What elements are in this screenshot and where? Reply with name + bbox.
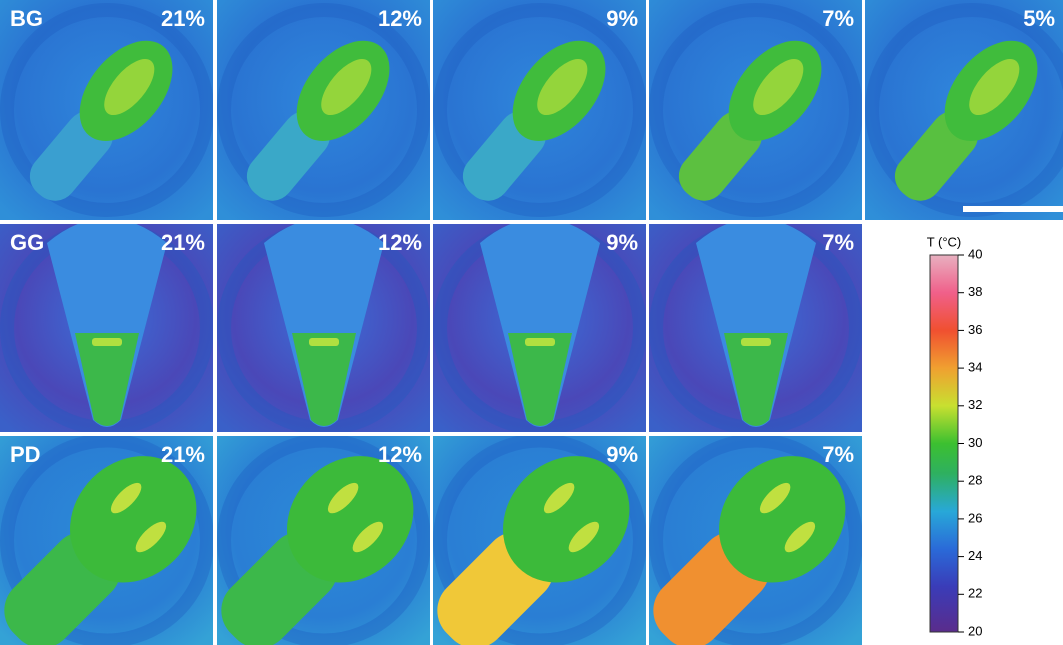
colorbar (930, 255, 958, 632)
tick-label: 28 (968, 473, 982, 488)
panel-label: 7% (822, 230, 854, 255)
tick-label: 34 (968, 360, 982, 375)
panel-label: 12% (378, 442, 422, 467)
panel-label: 21% (161, 6, 205, 31)
tick-label: 20 (968, 623, 982, 638)
tick-label: 24 (968, 548, 982, 563)
panel: 7% (625, 430, 872, 645)
tick-label: 40 (968, 246, 982, 261)
row-label: BG (10, 6, 43, 31)
panel: 7% (649, 0, 862, 220)
colorbar-ticks: 20 22 24 26 28 30 32 34 36 38 40 (958, 246, 982, 638)
panel: GG 21% (0, 218, 213, 432)
tick-label: 26 (968, 510, 982, 525)
panel: 12% (217, 0, 430, 220)
eye (309, 338, 339, 346)
colorbar-label: T (°C) (927, 234, 962, 249)
panel-label: 21% (161, 230, 205, 255)
panel-label: 7% (822, 442, 854, 467)
panel-label: 5% (1023, 6, 1055, 31)
tick-label: 38 (968, 284, 982, 299)
panel-label: 21% (161, 442, 205, 467)
panel: 12% (217, 218, 430, 432)
panel-label: 9% (606, 6, 638, 31)
tick-label: 32 (968, 397, 982, 412)
tick-label: 36 (968, 322, 982, 337)
panel: BG 21% (0, 0, 213, 220)
panel-label: 12% (378, 6, 422, 31)
tick-label: 30 (968, 435, 982, 450)
panel-label: 12% (378, 230, 422, 255)
tick-label: 22 (968, 586, 982, 601)
row-label: GG (10, 230, 44, 255)
panels: BG 21% 12% 9% 7% 5% GG 21% 12% 9% 7% PD 21% 12% 9% 7% (0, 0, 1063, 645)
eye (525, 338, 555, 346)
panel: 9% (433, 218, 646, 432)
panel-label: 9% (606, 442, 638, 467)
panel: PD 21% (0, 430, 222, 645)
scale-bar (963, 206, 1063, 212)
panel-label: 7% (822, 6, 854, 31)
panel: 9% (433, 0, 646, 220)
panel: 7% (649, 218, 862, 432)
eye (92, 338, 122, 346)
row-label: PD (10, 442, 41, 467)
figure: BG 21% 12% 9% 7% 5% GG 21% 12% 9% 7% PD 21% 12% 9% 7% T… (0, 0, 1063, 645)
panel: 12% (193, 430, 440, 645)
panel-label: 9% (606, 230, 638, 255)
panel: 9% (409, 430, 656, 645)
panel: 5% (865, 0, 1063, 220)
eye (741, 338, 771, 346)
